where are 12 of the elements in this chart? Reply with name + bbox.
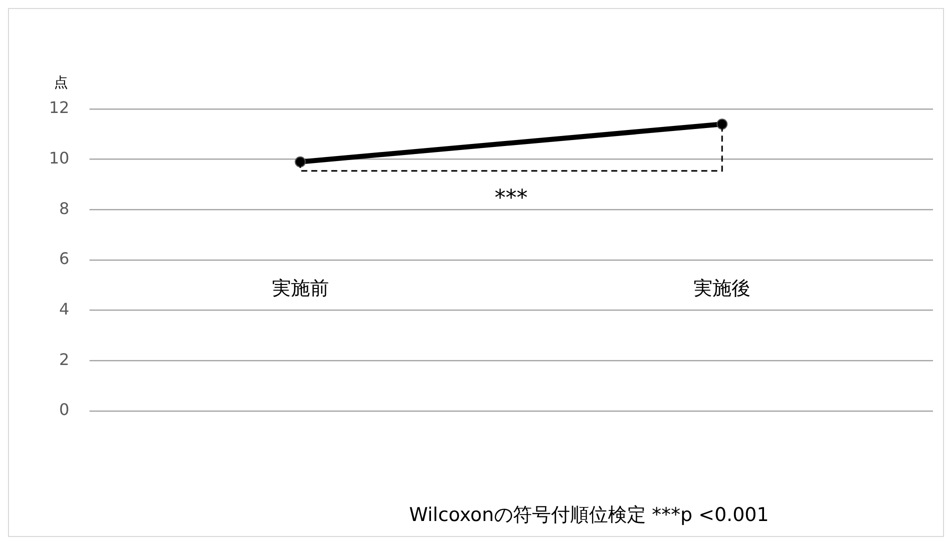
y-tick-label: 10: [49, 148, 70, 168]
y-tick-label: 2: [59, 350, 70, 369]
annotation: ***: [494, 186, 528, 211]
y-tick-label: 8: [59, 198, 70, 218]
x-tick-label: 実施後: [694, 277, 751, 300]
y-tick-label: 12: [49, 98, 70, 118]
y-tick-label: 6: [59, 249, 70, 268]
text: Wilcoxonの符号付順位検定 ***p <0.001: [409, 504, 769, 526]
y-tick-label: 0: [59, 400, 70, 420]
y-tick-label: 4: [59, 299, 70, 318]
x-tick-label: 実施前: [272, 277, 329, 300]
y-axis-title: 点: [54, 75, 68, 91]
